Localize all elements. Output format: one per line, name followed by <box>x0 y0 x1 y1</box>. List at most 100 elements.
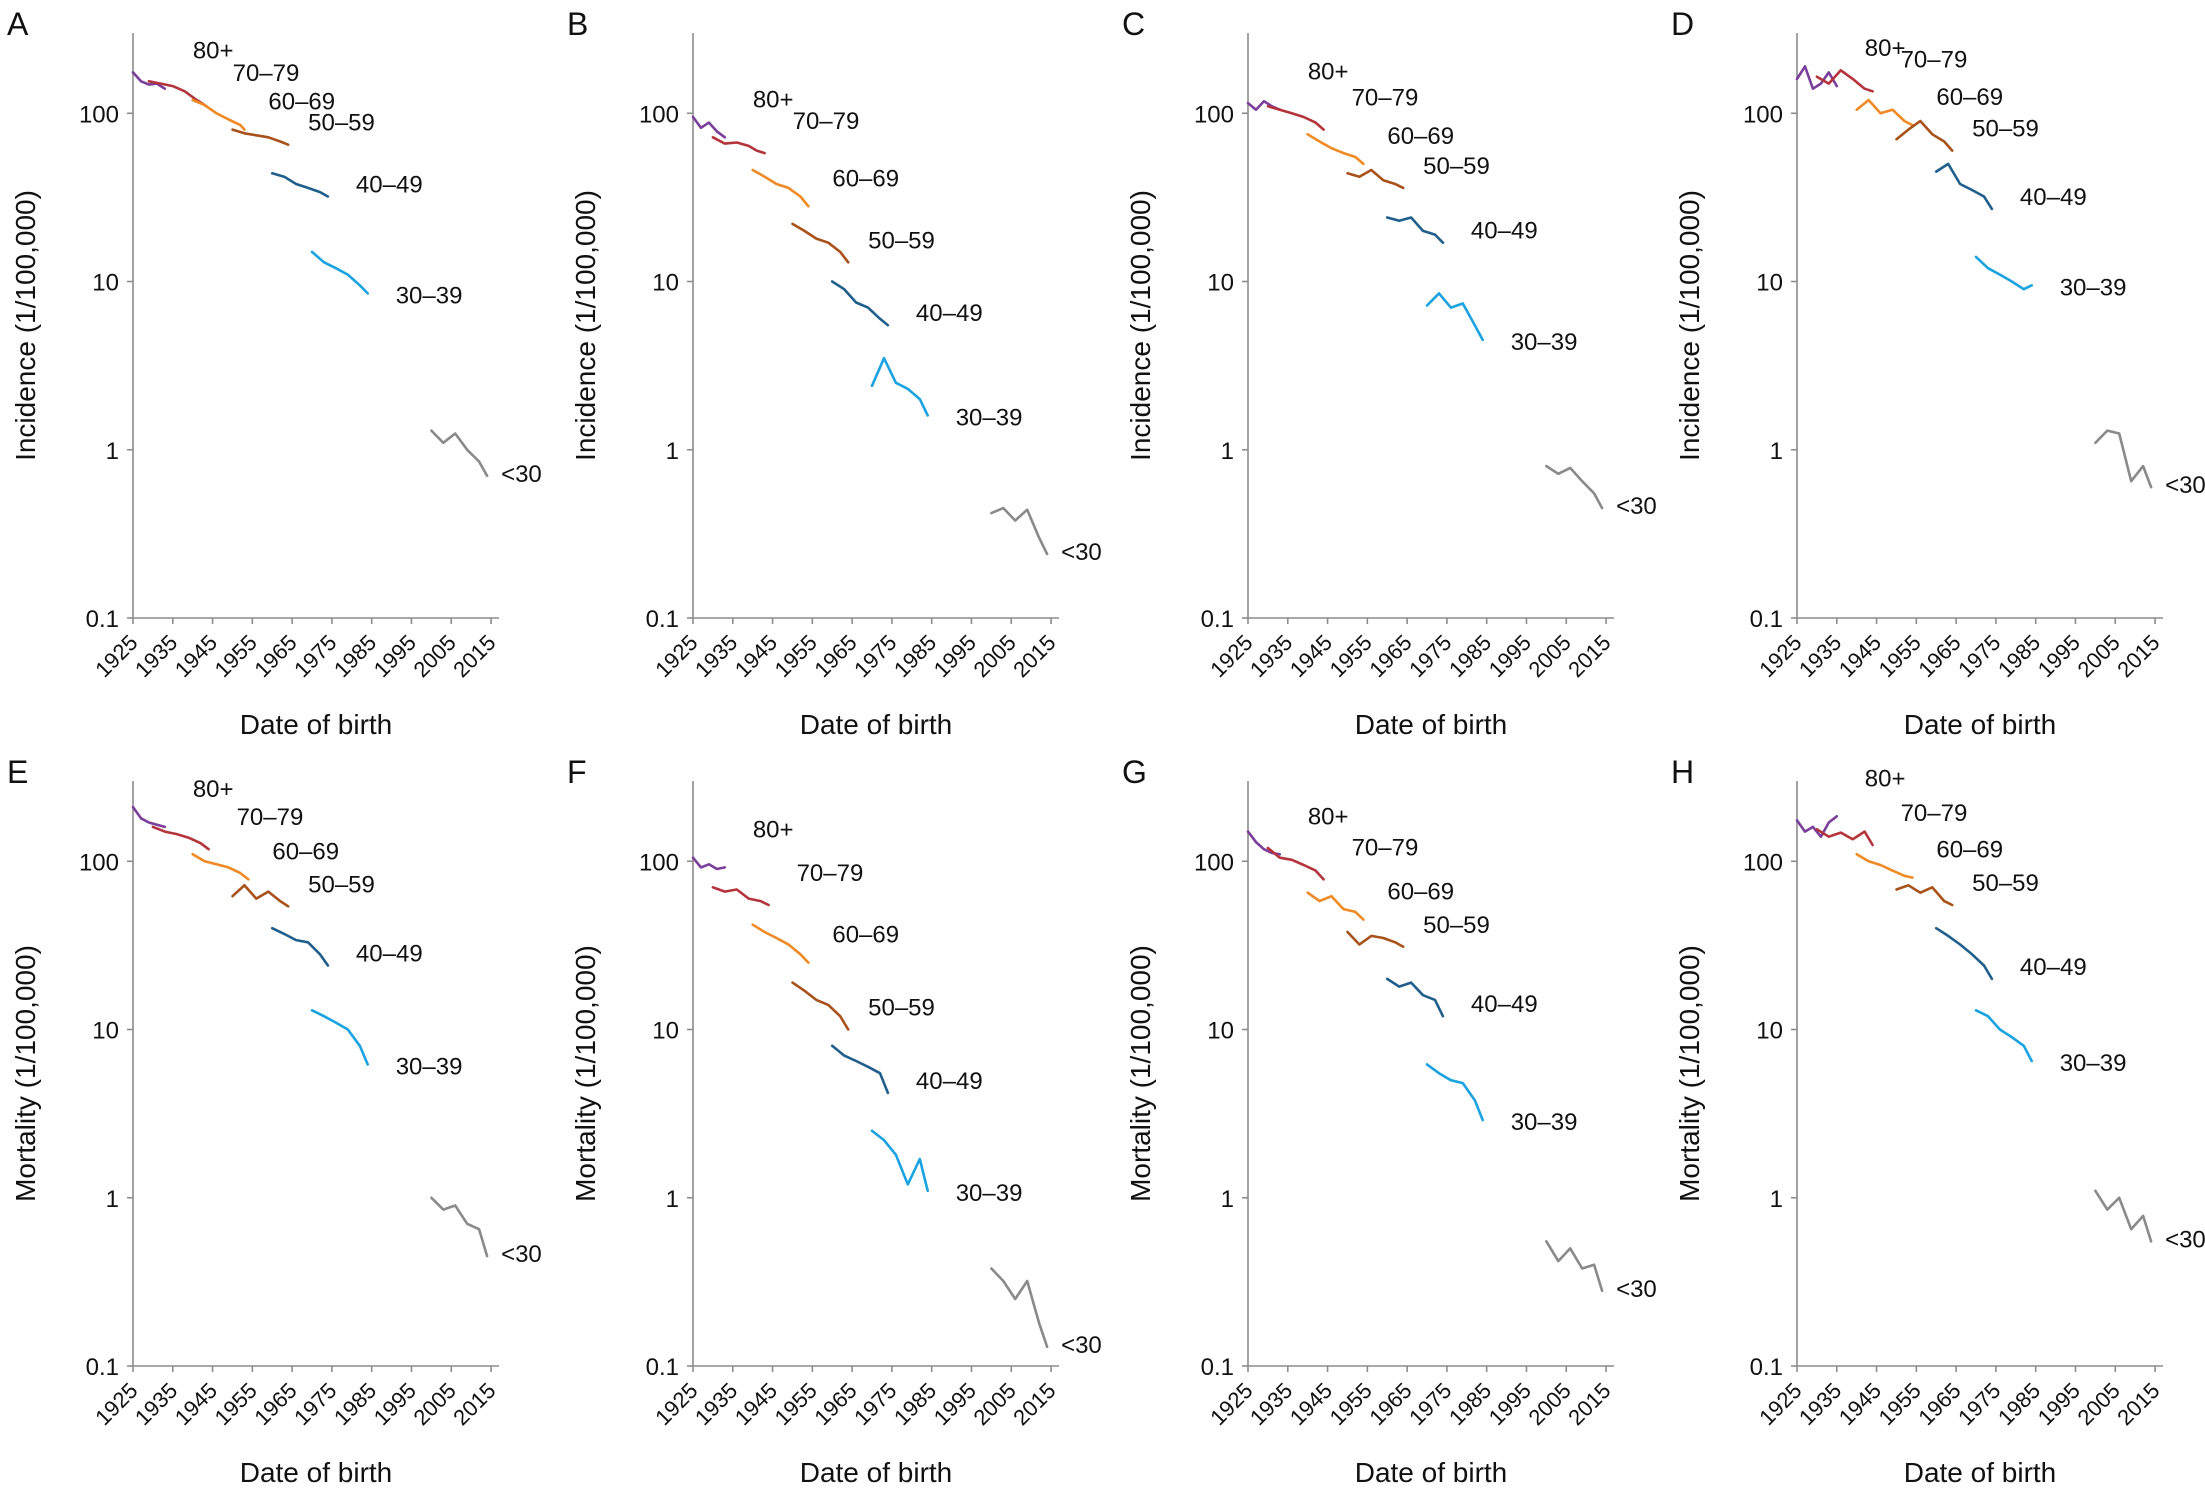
series-line-3 <box>1346 930 1405 949</box>
series-label: 50–59 <box>1972 870 2039 897</box>
series-label: 80+ <box>193 38 234 65</box>
series-label: 30–39 <box>1511 1109 1578 1136</box>
x-tick-label: 1945 <box>730 1378 782 1430</box>
x-tick-label: 2005 <box>2073 1378 2125 1430</box>
x-tick-label: 1985 <box>1444 1378 1496 1430</box>
x-axis-title: Date of birth <box>800 1457 953 1488</box>
x-tick-label: 1955 <box>1325 630 1377 682</box>
x-tick-label: 1985 <box>1444 630 1496 682</box>
series-line-1 <box>1815 69 1874 93</box>
series-label: <30 <box>1061 1332 1102 1359</box>
panel-letter: E <box>7 754 28 790</box>
series-line-1 <box>151 825 210 851</box>
series-line-2 <box>1306 133 1365 166</box>
y-axis-title: Incidence (1/100,000) <box>1125 190 1156 461</box>
panel-letter: D <box>1671 6 1694 42</box>
series-label: 50–59 <box>1423 912 1490 939</box>
y-axis-title: Incidence (1/100,000) <box>570 190 601 461</box>
x-tick-label: 1985 <box>889 630 941 682</box>
x-tick-label: 2015 <box>1008 630 1060 682</box>
y-tick-label: 1 <box>666 1186 679 1213</box>
x-tick-label: 1935 <box>690 1378 742 1430</box>
x-tick-label: 1965 <box>809 630 861 682</box>
series-label: 80+ <box>1308 803 1349 830</box>
series-label: 60–69 <box>1387 879 1454 906</box>
panel-letter: A <box>7 6 29 42</box>
x-tick-label: 1945 <box>1285 630 1337 682</box>
series-label: <30 <box>1616 493 1657 520</box>
panel-b: B 0.1 1 10 100 192519351945195519651975198519… <box>567 6 1102 740</box>
series-label: 40–49 <box>916 300 983 327</box>
series-line-4 <box>1385 216 1445 244</box>
y-tick-label: 0.1 <box>1750 606 1783 633</box>
x-tick-label: 1995 <box>929 630 981 682</box>
x-axis-title: Date of birth <box>1904 709 2057 740</box>
x-tick-label: 1965 <box>249 1378 301 1430</box>
y-tick-label: 1 <box>1221 1186 1234 1213</box>
x-tick-label: 1955 <box>770 1378 822 1430</box>
y-tick-label: 100 <box>1743 101 1783 128</box>
series-label: 70–79 <box>793 108 860 135</box>
x-tick-label: 1985 <box>889 1378 941 1430</box>
panel-g: G 0.1 1 10 100 192519351945195519651975198519… <box>1122 754 1657 1488</box>
series-label: 50–59 <box>1972 116 2039 143</box>
series-label: 40–49 <box>2020 184 2087 211</box>
panel-h: H 0.1 1 10 100 192519351945195519651975198519… <box>1671 754 2205 1488</box>
series-line-5 <box>870 1129 929 1193</box>
series-line-4 <box>830 1044 890 1095</box>
x-tick-label: 1975 <box>1404 630 1456 682</box>
series-label: 60–69 <box>832 165 899 192</box>
series-label: <30 <box>1061 539 1102 566</box>
y-axis-title: Mortality (1/100,000) <box>570 945 601 1202</box>
x-tick-label: 2015 <box>1563 630 1615 682</box>
series-label: 60–69 <box>832 922 899 949</box>
y-tick-label: 100 <box>1743 849 1783 876</box>
x-tick-label: 1925 <box>650 1378 702 1430</box>
series-label: 80+ <box>753 816 794 843</box>
y-axis-title: Incidence (1/100,000) <box>1674 190 1705 461</box>
series-label: <30 <box>2165 1226 2205 1253</box>
x-tick-label: 1995 <box>929 1378 981 1430</box>
series-line-1 <box>1266 105 1325 131</box>
y-axis-title: Mortality (1/100,000) <box>1125 945 1156 1202</box>
x-tick-label: 1935 <box>1245 630 1297 682</box>
series-label: 50–59 <box>308 110 375 137</box>
series-label: <30 <box>1616 1276 1657 1303</box>
series-label: 50–59 <box>868 995 935 1022</box>
y-tick-label: 1 <box>1770 438 1783 465</box>
series-label: 80+ <box>1308 59 1349 86</box>
panel-c: C 0.1 1 10 100 192519351945195519651975198519… <box>1122 6 1657 740</box>
x-tick-label: 1935 <box>690 630 742 682</box>
series-line-3 <box>1346 168 1405 190</box>
x-tick-label: 2015 <box>2112 630 2164 682</box>
series-line-6 <box>990 506 1049 556</box>
y-axis-title: Incidence (1/100,000) <box>10 190 41 461</box>
series-label: 80+ <box>193 776 234 803</box>
series-line-5 <box>1974 1009 2033 1063</box>
x-axis-title: Date of birth <box>240 709 393 740</box>
y-tick-label: 1 <box>106 1186 119 1213</box>
series-line-3 <box>231 884 290 908</box>
y-tick-label: 10 <box>1756 270 1783 297</box>
series-line-0 <box>131 805 167 829</box>
x-tick-label: 2005 <box>409 630 461 682</box>
x-tick-label: 1975 <box>1953 1378 2005 1430</box>
y-tick-label: 0.1 <box>1750 1354 1783 1381</box>
y-tick-label: 1 <box>106 438 119 465</box>
x-tick-label: 1925 <box>1754 1378 1806 1430</box>
x-tick-label: 2005 <box>1524 630 1576 682</box>
x-tick-label: 2015 <box>448 630 500 682</box>
x-tick-label: 1995 <box>1484 630 1536 682</box>
series-line-5 <box>310 250 369 295</box>
series-line-3 <box>791 222 850 264</box>
x-tick-label: 1975 <box>1953 630 2005 682</box>
x-tick-label: 1925 <box>1205 1378 1257 1430</box>
series-label: 50–59 <box>1423 153 1490 180</box>
panel-f: F 0.1 1 10 100 192519351945195519651975198519… <box>567 754 1102 1488</box>
y-tick-label: 0.1 <box>86 606 119 633</box>
x-tick-label: 2005 <box>2073 630 2125 682</box>
series-line-6 <box>2094 429 2153 489</box>
series-line-3 <box>1895 884 1954 907</box>
x-tick-label: 1955 <box>1874 630 1926 682</box>
y-tick-label: 0.1 <box>646 1354 679 1381</box>
